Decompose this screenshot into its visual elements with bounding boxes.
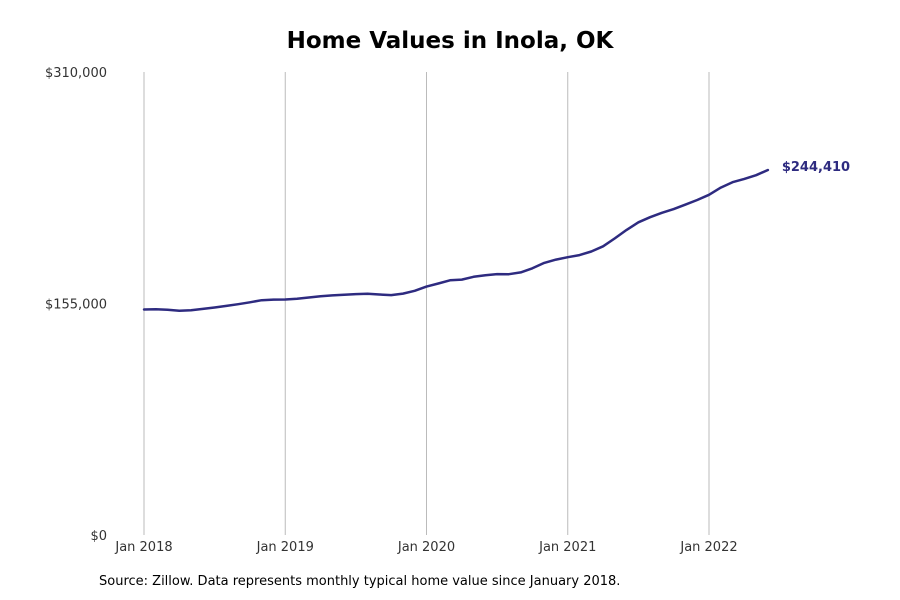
y-tick-label: $155,000 [45,298,107,313]
end-value-label: $244,410 [782,160,850,175]
x-tick-label: Jan 2019 [256,540,314,555]
source-note: Source: Zillow. Data represents monthly … [99,574,621,589]
x-tick-label: Jan 2020 [397,540,455,555]
series-layer [142,168,770,312]
x-gridlines [143,72,710,535]
y-tick-label: $0 [90,529,107,544]
x-tick-label: Jan 2022 [679,540,737,555]
x-tick-label: Jan 2018 [114,540,172,555]
series-line [142,168,770,312]
y-tick-label: $310,000 [45,66,107,81]
chart-title: Home Values in Inola, OK [286,28,614,54]
x-axis-tick-labels: Jan 2018 Jan 2019 Jan 2020 Jan 2021 Jan 2022 [114,540,737,555]
x-tick-label: Jan 2021 [538,540,596,555]
y-axis-tick-labels: $0 $155,000 $310,000 [45,66,107,544]
